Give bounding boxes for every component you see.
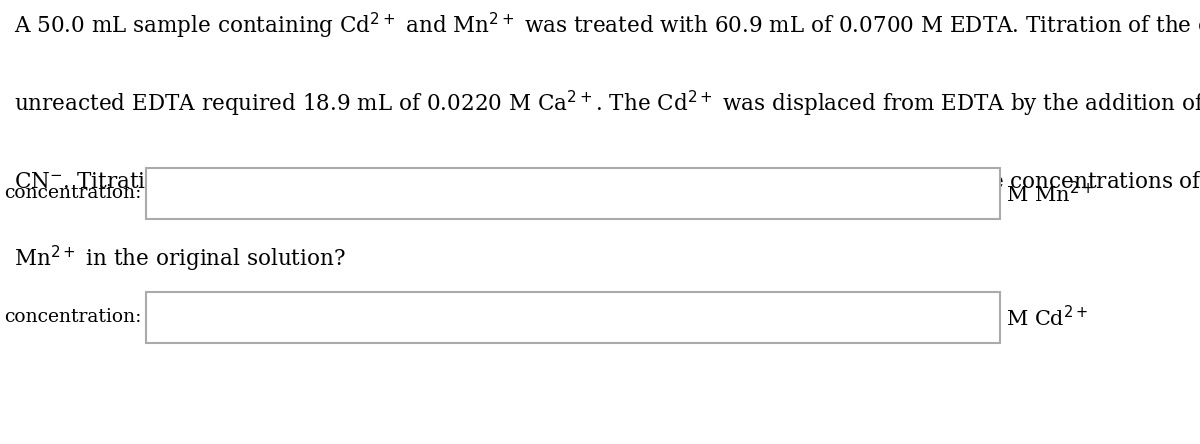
Text: M Mn$^{2+}$: M Mn$^{2+}$ <box>1006 181 1093 206</box>
FancyBboxPatch shape <box>146 168 1000 219</box>
Text: M Cd$^{2+}$: M Cd$^{2+}$ <box>1006 305 1088 330</box>
Text: concentration:: concentration: <box>5 309 142 326</box>
Text: A 50.0 mL sample containing Cd$^{2+}$ and Mn$^{2+}$ was treated with 60.9 mL of : A 50.0 mL sample containing Cd$^{2+}$ an… <box>14 11 1200 41</box>
FancyBboxPatch shape <box>146 292 1000 343</box>
Text: unreacted EDTA required 18.9 mL of 0.0220 M Ca$^{2+}$. The Cd$^{2+}$ was displac: unreacted EDTA required 18.9 mL of 0.022… <box>14 89 1200 119</box>
Text: Mn$^{2+}$ in the original solution?: Mn$^{2+}$ in the original solution? <box>14 244 346 274</box>
Text: concentration:: concentration: <box>5 184 142 202</box>
Text: CN$^{-}$. Titration of the newly freed EDTA required 16.3 mL of 0.0220 M Ca$^{2+: CN$^{-}$. Titration of the newly freed E… <box>14 166 1200 197</box>
